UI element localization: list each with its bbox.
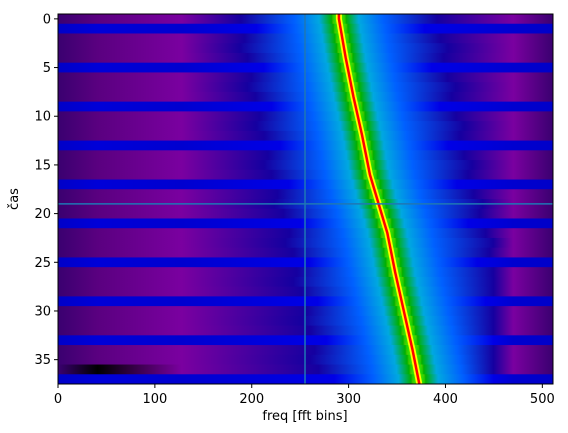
tone-track-red (337, 14, 421, 384)
y-tick-label: 15 (34, 158, 51, 173)
y-tick-label: 10 (34, 110, 51, 125)
x-tick-label: 400 (433, 392, 458, 407)
y-tick-label: 20 (34, 207, 51, 222)
y-axis-ticks: 0 5 10 15 20 25 30 35 (34, 12, 58, 368)
y-tick-label: 35 (34, 353, 51, 368)
x-axis-ticks: 0 100 200 300 400 500 (54, 384, 555, 407)
plot-area (58, 14, 553, 384)
x-axis-label: freq [fft bins] (262, 409, 347, 424)
x-tick-label: 300 (336, 392, 361, 407)
axes-frame (57, 13, 554, 385)
y-tick-label: 5 (43, 61, 51, 76)
x-tick-label: 200 (239, 392, 264, 407)
tone-track-layer (333, 14, 425, 384)
y-tick-label: 25 (34, 256, 51, 271)
x-tick-label: 0 (54, 392, 62, 407)
y-tick-label: 0 (43, 12, 51, 27)
x-tick-label: 500 (530, 392, 555, 407)
y-axis-label: čas (7, 188, 22, 210)
y-tick-label: 30 (34, 304, 51, 319)
x-tick-label: 100 (142, 392, 167, 407)
